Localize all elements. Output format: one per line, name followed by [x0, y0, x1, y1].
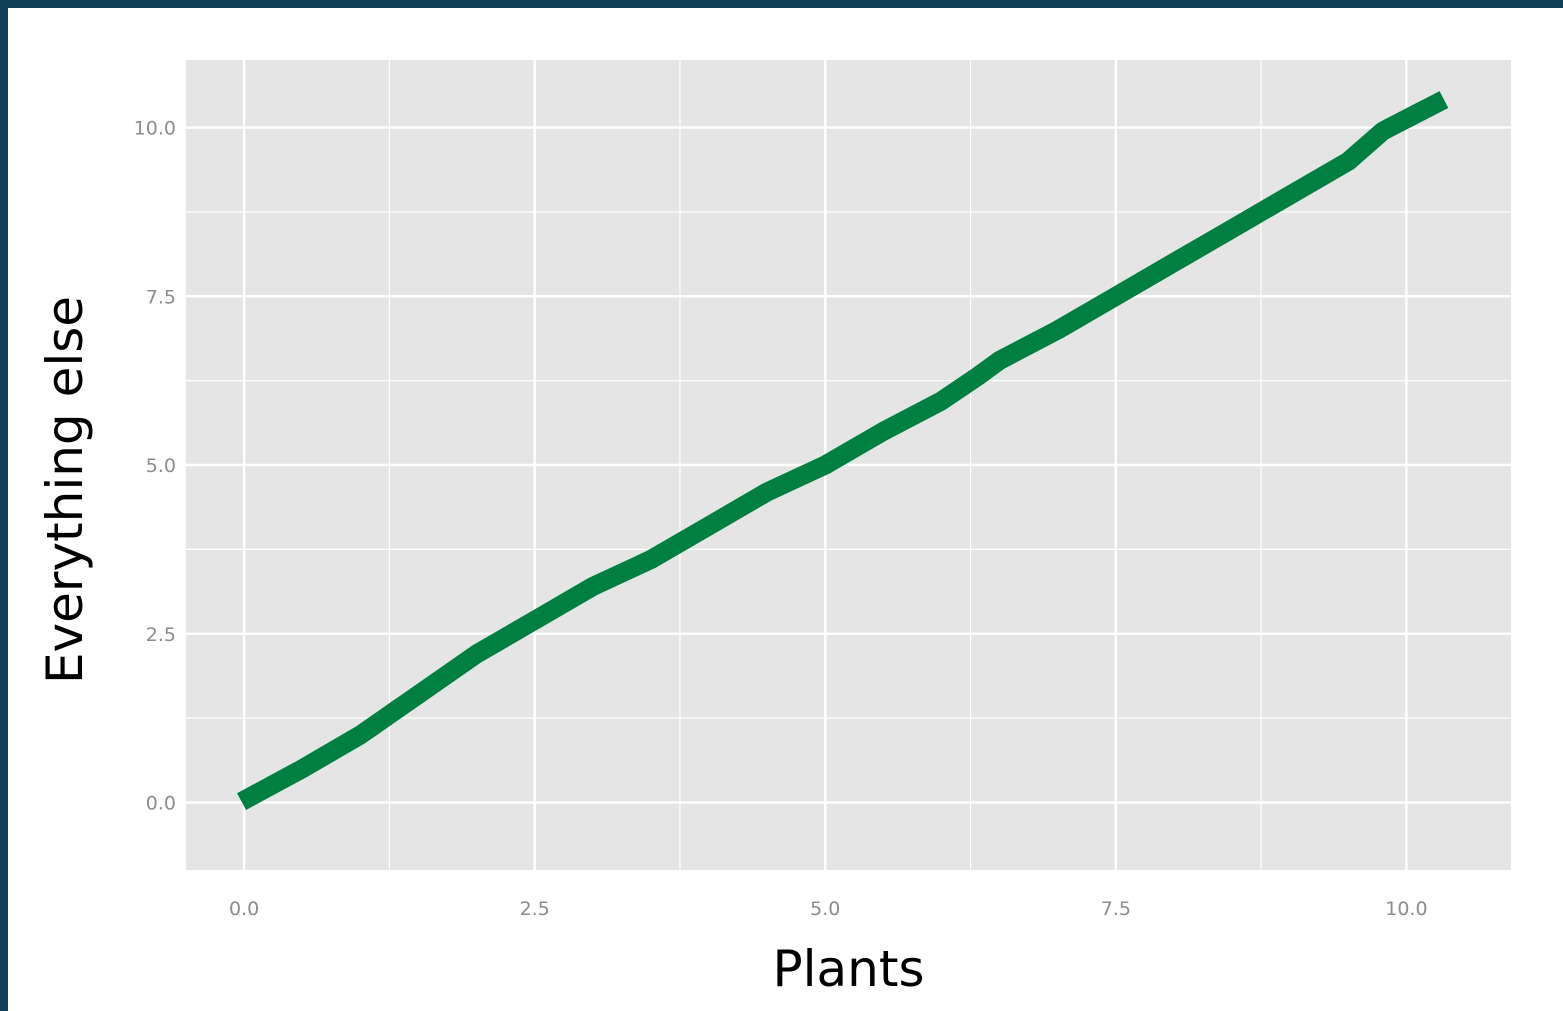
frame-border-left: [0, 0, 8, 1011]
series-line: [237, 91, 1449, 810]
y-tick-labels: 0.0 2.5 5.0 7.5 10.0: [134, 118, 176, 815]
x-axis-title: Plants: [772, 940, 924, 998]
x-tick-label: 10.0: [1385, 898, 1427, 920]
y-tick-label: 10.0: [134, 118, 176, 140]
grid-major: [186, 60, 1511, 870]
y-tick-label: 7.5: [146, 286, 176, 308]
x-tick-label: 0.0: [229, 898, 259, 920]
x-tick-label: 2.5: [520, 898, 550, 920]
frame-border-top: [0, 0, 1563, 8]
y-tick-label: 5.0: [146, 455, 176, 477]
x-tick-label: 7.5: [1101, 898, 1131, 920]
y-axis-title: Everything else: [36, 296, 94, 684]
y-tick-label: 0.0: [146, 793, 176, 815]
x-tick-label: 5.0: [810, 898, 840, 920]
y-tick-label: 2.5: [146, 624, 176, 646]
x-tick-labels: 0.0 2.5 5.0 7.5 10.0: [229, 898, 1428, 920]
